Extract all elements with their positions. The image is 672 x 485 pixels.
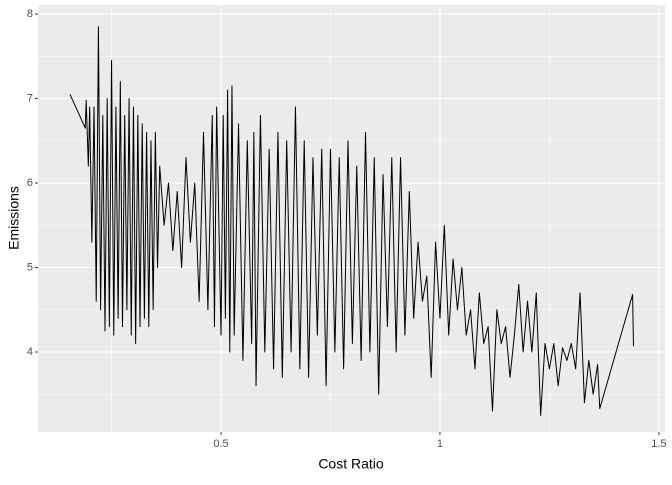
x-tick-label: 1 [437, 438, 443, 450]
y-tick-label: 8 [27, 8, 33, 20]
y-tick-label: 5 [27, 261, 33, 273]
line [69, 26, 634, 416]
x-tick-label: 0.5 [213, 438, 228, 450]
x-axis-title: Cost Ratio [318, 456, 384, 472]
y-tick-label: 6 [27, 177, 33, 189]
x-tick-label: 1.5 [651, 438, 666, 450]
y-tick-label: 4 [27, 346, 33, 358]
y-axis-title: Emissions [6, 186, 22, 250]
y-tick-label: 7 [27, 92, 33, 104]
panel [38, 5, 665, 432]
